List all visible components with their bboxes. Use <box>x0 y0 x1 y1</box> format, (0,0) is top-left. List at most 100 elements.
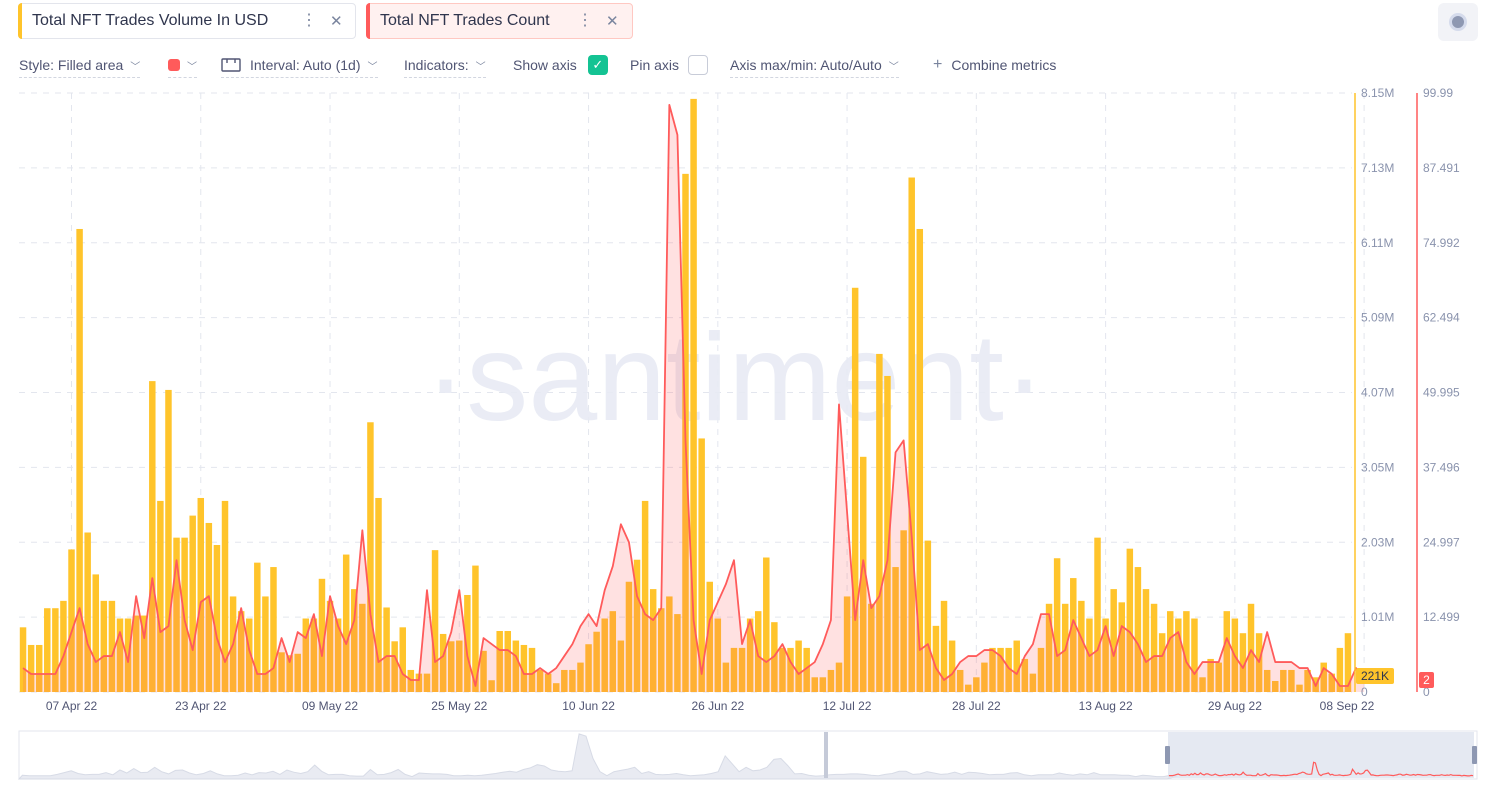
navigator-handle-right[interactable] <box>1472 746 1477 764</box>
volume-bar <box>302 618 310 692</box>
volume-bar <box>157 500 164 692</box>
volume-bar <box>876 353 883 692</box>
volume-bar <box>1183 611 1190 692</box>
volume-bar <box>754 611 762 692</box>
interval-label: Interval: Auto (1d) <box>250 57 361 73</box>
interval-dropdown[interactable]: Interval: Auto (1d) ﹀ <box>221 55 378 78</box>
volume-bar <box>132 615 140 692</box>
style-dropdown[interactable]: Style: Filled area ﹀ <box>19 55 141 78</box>
metric-label: Total NFT Trades Count <box>380 12 550 29</box>
volume-bar <box>1191 618 1198 692</box>
navigator-handle-left[interactable] <box>1165 746 1170 764</box>
metric-color-stripe <box>366 3 370 39</box>
volume-bar <box>908 177 915 692</box>
last-value-badge-left <box>1356 668 1394 684</box>
close-icon[interactable]: ✕ <box>606 13 619 30</box>
x-tick-label: 12 Jul 22 <box>823 699 872 713</box>
more-vertical-icon[interactable]: ⋮ <box>301 12 317 29</box>
volume-bar <box>698 438 705 692</box>
volume-bar <box>1110 589 1117 692</box>
volume-bar <box>1166 611 1174 692</box>
volume-bar <box>221 500 229 692</box>
volume-bar <box>173 537 180 692</box>
volume-bar <box>76 228 83 692</box>
volume-bar <box>706 581 713 692</box>
axis-minmax-label: Axis max/min: Auto/Auto <box>730 57 882 73</box>
volume-bar <box>391 641 398 692</box>
y-right-tick-label: 24.997 <box>1423 535 1460 549</box>
checkbox-unchecked-icon[interactable] <box>688 55 709 75</box>
axis-minmax-dropdown[interactable]: Axis max/min: Auto/Auto ﹀ <box>730 55 899 78</box>
volume-bar <box>649 589 657 692</box>
last-value-badge-right <box>1419 672 1434 688</box>
volume-bar <box>892 567 899 692</box>
volume-bar <box>351 589 358 692</box>
volume-bar <box>439 633 447 692</box>
volume-bar <box>811 677 818 692</box>
volume-bar <box>342 554 350 692</box>
volume-bar <box>504 631 512 692</box>
volume-bar <box>1263 669 1271 692</box>
show-axis-toggle[interactable]: Show axis ✓ <box>513 55 608 77</box>
volume-bar <box>601 618 608 692</box>
volume-bar <box>738 647 746 692</box>
color-dropdown[interactable]: ﹀ <box>168 55 197 78</box>
dot-icon <box>1449 13 1467 31</box>
volume-bar <box>1053 558 1061 692</box>
indicators-dropdown[interactable]: Indicators: ﹀ <box>404 55 486 78</box>
y-left-tick-label: 3.05M <box>1361 460 1394 474</box>
volume-bar <box>286 655 293 692</box>
volume-bar <box>585 644 592 692</box>
volume-bar <box>254 562 261 692</box>
checkbox-checked-icon[interactable]: ✓ <box>587 55 608 75</box>
metric-chip-volume[interactable]: Total NFT Trades Volume In USD ⋮ ✕ <box>18 3 356 39</box>
x-tick-label: 10 Jun 22 <box>562 699 615 713</box>
close-icon[interactable]: ✕ <box>330 13 343 30</box>
y-right-tick-label: 62.494 <box>1423 311 1460 325</box>
volume-bar <box>262 596 269 692</box>
y-left-tick-label: 1.01M <box>1361 610 1394 624</box>
volume-bar <box>423 673 431 692</box>
volume-bar <box>84 532 91 692</box>
range-navigator[interactable] <box>17 730 1478 780</box>
volume-bar <box>512 640 520 692</box>
volume-bar <box>730 647 738 692</box>
volume-bar <box>1118 602 1125 692</box>
main-chart[interactable]: ·santiment· 8.15M 7.13M 6.11M 5.09M 4.07M 3.0… <box>0 80 1491 800</box>
volume-bar <box>884 375 891 692</box>
y-left-tick-label: 6.11M <box>1361 236 1393 250</box>
volume-bar <box>399 627 406 692</box>
last-value-badges: 221K 2 <box>1356 668 1434 688</box>
volume-bar <box>1280 669 1287 692</box>
volume-bar <box>658 608 665 692</box>
chevron-down-icon: ﹀ <box>187 61 197 73</box>
plus-icon: + <box>933 56 943 73</box>
santiment-watermark: ·santiment· <box>425 309 1045 447</box>
volume-bar <box>868 603 875 692</box>
volume-bar <box>1134 567 1142 692</box>
volume-bar <box>488 680 495 692</box>
volume-bar <box>1215 662 1222 692</box>
volume-bar <box>213 545 221 692</box>
calendar-icon <box>221 58 241 72</box>
volume-bar <box>609 611 617 692</box>
volume-bar <box>561 669 568 692</box>
settings-toggle-button[interactable] <box>1438 3 1478 41</box>
volume-bar <box>35 644 43 692</box>
y-right-tick-label: 37.496 <box>1423 460 1460 474</box>
volume-bar <box>528 647 536 692</box>
metric-chip-count[interactable]: Total NFT Trades Count ⋮ ✕ <box>366 3 633 39</box>
volume-bar <box>44 608 51 692</box>
volume-bar <box>367 422 374 692</box>
volume-bar <box>472 565 479 692</box>
more-vertical-icon[interactable]: ⋮ <box>577 12 593 29</box>
volume-bar <box>1320 662 1327 692</box>
volume-bar <box>1126 548 1134 692</box>
combine-metrics-button[interactable]: + Combine metrics <box>933 55 1056 77</box>
navigator-marker <box>824 732 828 778</box>
volume-bar <box>625 581 633 692</box>
x-tick-label: 09 May 22 <box>302 699 358 713</box>
x-axis: 07 Apr 22 23 Apr 22 09 May 22 25 May 22 10 J… <box>46 699 1375 713</box>
pin-axis-toggle[interactable]: Pin axis <box>630 55 709 77</box>
volume-bar <box>633 559 641 692</box>
